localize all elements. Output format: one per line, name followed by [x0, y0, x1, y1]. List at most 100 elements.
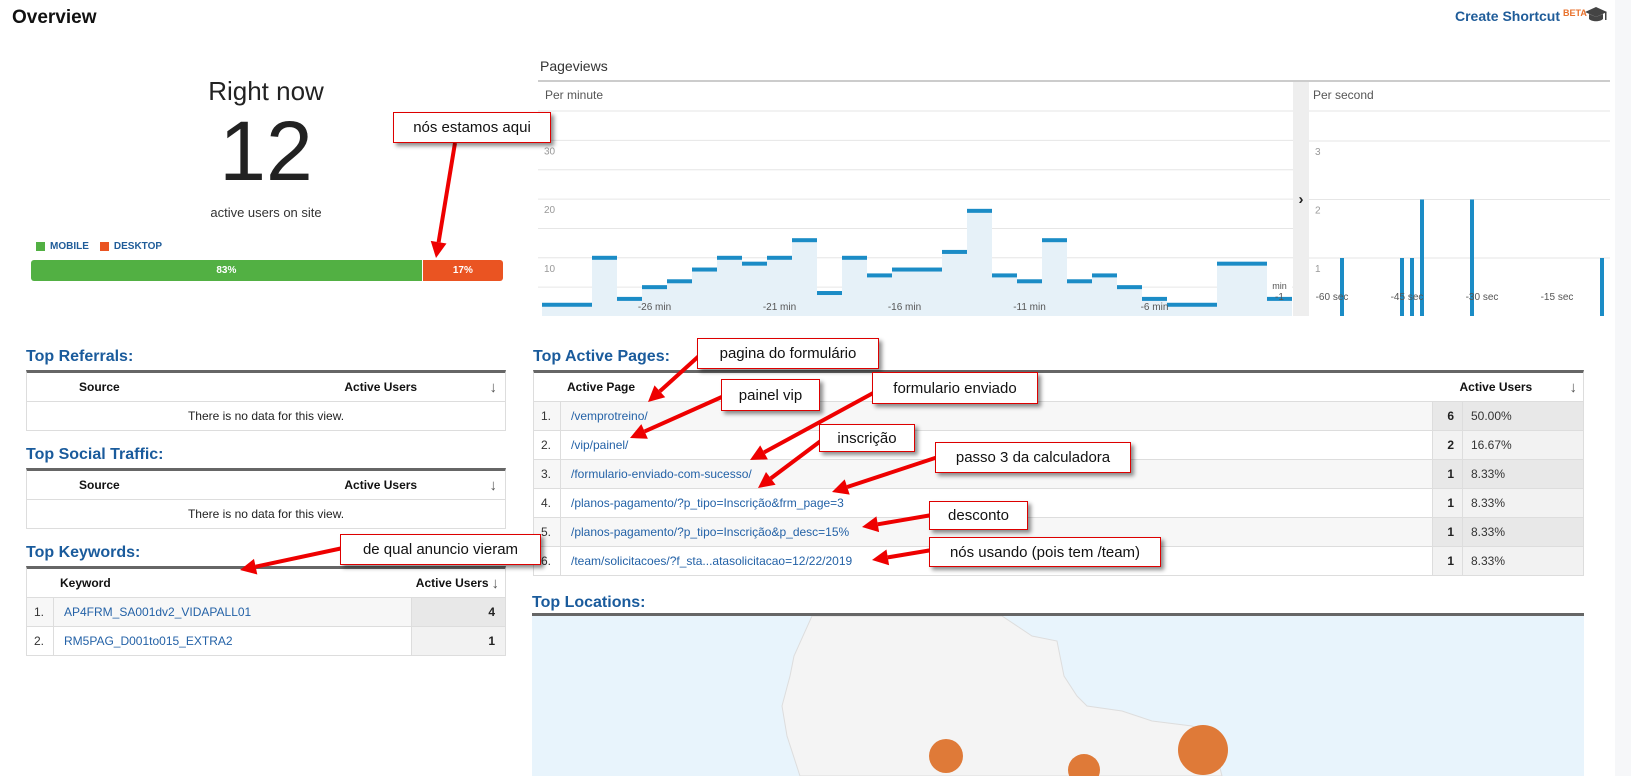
sort-arrow-icon[interactable]: ↓	[491, 574, 500, 592]
col-active-users[interactable]: Active Users	[344, 478, 418, 492]
keyword-link[interactable]: RM5PAG_D001to015_EXTRA2	[64, 634, 233, 648]
bar-top	[1042, 238, 1067, 243]
col-active-users[interactable]: Active Users	[344, 380, 418, 394]
page-link[interactable]: /vemprotreino/	[571, 409, 648, 423]
annotation-note: pagina do formulário	[697, 338, 879, 369]
row-number: 2.	[534, 431, 561, 459]
x-tick-label: -1	[1275, 292, 1284, 303]
bar-area	[542, 304, 567, 316]
bar-top	[742, 261, 767, 266]
table-row: 6. /team/solicitacoes/?f_sta...atasolicit…	[534, 547, 1583, 576]
active-users-label: active users on site	[210, 205, 322, 220]
bar-area	[1117, 287, 1142, 316]
table-row: 2. RM5PAG_D001to015_EXTRA2 1	[27, 627, 505, 656]
land-shape	[781, 616, 1223, 776]
col-keyword[interactable]: Keyword	[60, 576, 111, 590]
social-table: Source Active Users ↓ There is no data for…	[26, 468, 506, 529]
create-shortcut-label: Create Shortcut	[1455, 8, 1561, 24]
col-active-page[interactable]: Active Page	[567, 380, 636, 394]
bar-area	[1042, 240, 1067, 316]
right-now-title: Right now	[208, 76, 324, 106]
x-tick-label: -11 min	[1013, 302, 1046, 313]
bar-top	[1167, 302, 1192, 307]
top-social-title: Top Social Traffic:	[26, 446, 164, 463]
device-split-bar: 83% 17%	[31, 260, 503, 281]
col-source[interactable]: Source	[79, 478, 120, 492]
active-users-count: 2	[1432, 431, 1462, 459]
col-active-users[interactable]: Active Users	[1459, 380, 1533, 394]
bar-area	[1067, 281, 1092, 316]
graduation-cap-icon[interactable]	[1584, 6, 1608, 29]
row-number: 4.	[534, 489, 561, 517]
sort-arrow-icon[interactable]: ↓	[1569, 378, 1578, 396]
table-header: Active Page Active Users ↓	[534, 373, 1583, 402]
bar-area	[592, 257, 617, 316]
bar-top	[642, 285, 667, 290]
bar-area	[1017, 281, 1042, 316]
x-tick-label: -21 min	[763, 302, 796, 313]
table-header: Source Active Users ↓	[27, 373, 505, 402]
col-active-users[interactable]: Active Users	[415, 576, 489, 590]
page-link[interactable]: /formulario-enviado-com-sucesso/	[571, 467, 752, 481]
page-link[interactable]: /vip/painel/	[571, 438, 629, 452]
x-tick-label: -26 min	[638, 302, 671, 313]
x-tick-label: -15 sec	[1541, 292, 1574, 303]
active-users-count: 1	[1432, 547, 1462, 575]
row-number: 5.	[534, 518, 561, 546]
y-tick-label: 3	[1315, 147, 1321, 158]
col-source[interactable]: Source	[79, 380, 120, 394]
bar-area	[667, 281, 692, 316]
y-tick-label: 1	[1315, 264, 1321, 275]
desktop-swatch	[99, 242, 109, 251]
sort-arrow-icon[interactable]: ↓	[489, 476, 498, 494]
bar-area	[867, 275, 892, 316]
active-users-value: 4	[411, 598, 505, 626]
bar-top	[917, 267, 942, 272]
pageviews-title: Pageviews	[540, 58, 608, 74]
chevron-right-icon[interactable]: ›	[1293, 82, 1309, 316]
bar-area	[1267, 298, 1292, 316]
sort-arrow-icon[interactable]: ↓	[489, 378, 498, 396]
annotation-note: inscrição	[819, 424, 915, 452]
bar-area	[692, 269, 717, 316]
per-second-label: Per second	[1313, 88, 1374, 102]
top-pages-title: Top Active Pages:	[533, 348, 670, 365]
page-link[interactable]: /team/solicitacoes/?f_sta...atasolicitac…	[571, 554, 853, 568]
page-link[interactable]: /planos-pagamento/?p_tipo=Inscrição&frm_…	[571, 496, 844, 510]
legend-desktop[interactable]: DESKTOP	[113, 241, 163, 252]
bar-area	[1192, 304, 1217, 316]
legend-mobile[interactable]: MOBILE	[50, 241, 89, 252]
bar	[1340, 258, 1344, 316]
keyword-link[interactable]: AP4FRM_SA001dv2_VIDAPALL01	[64, 605, 252, 619]
x-tick-label: -30 sec	[1466, 292, 1499, 303]
bar-top	[1017, 279, 1042, 284]
bar-area	[967, 210, 992, 316]
bar-area	[842, 257, 867, 316]
locations-map[interactable]	[532, 616, 1584, 776]
bar-area	[1142, 298, 1167, 316]
top-keywords-title: Top Keywords:	[26, 544, 141, 561]
annotation-arrow	[255, 546, 344, 569]
table-row: 1. AP4FRM_SA001dv2_VIDAPALL01 4	[27, 598, 505, 627]
page-link[interactable]: /planos-pagamento/?p_tipo=Inscrição&p_de…	[571, 525, 850, 539]
divider	[532, 613, 1584, 616]
bar-area	[717, 257, 742, 316]
referrals-table: Source Active Users ↓ There is no data for…	[26, 370, 506, 431]
bar-top	[592, 255, 617, 260]
bar-area	[1092, 275, 1117, 316]
bar-top	[1092, 273, 1117, 278]
bar	[1470, 199, 1474, 316]
x-tick-label: min	[1272, 281, 1287, 291]
bar-area	[642, 287, 667, 316]
per-minute-label: Per minute	[545, 88, 604, 102]
active-users-count: 1	[1432, 460, 1462, 488]
bar-top	[942, 249, 967, 254]
row-number: 1.	[534, 402, 561, 430]
active-users-percent: 8.33%	[1462, 489, 1583, 517]
bar	[1600, 258, 1604, 316]
mobile-swatch	[36, 242, 45, 251]
bar-top	[867, 273, 892, 278]
create-shortcut-link[interactable]: Create Shortcut BETA	[1455, 8, 1587, 24]
active-users-value: 1	[411, 627, 505, 655]
bar-top	[1217, 261, 1242, 266]
